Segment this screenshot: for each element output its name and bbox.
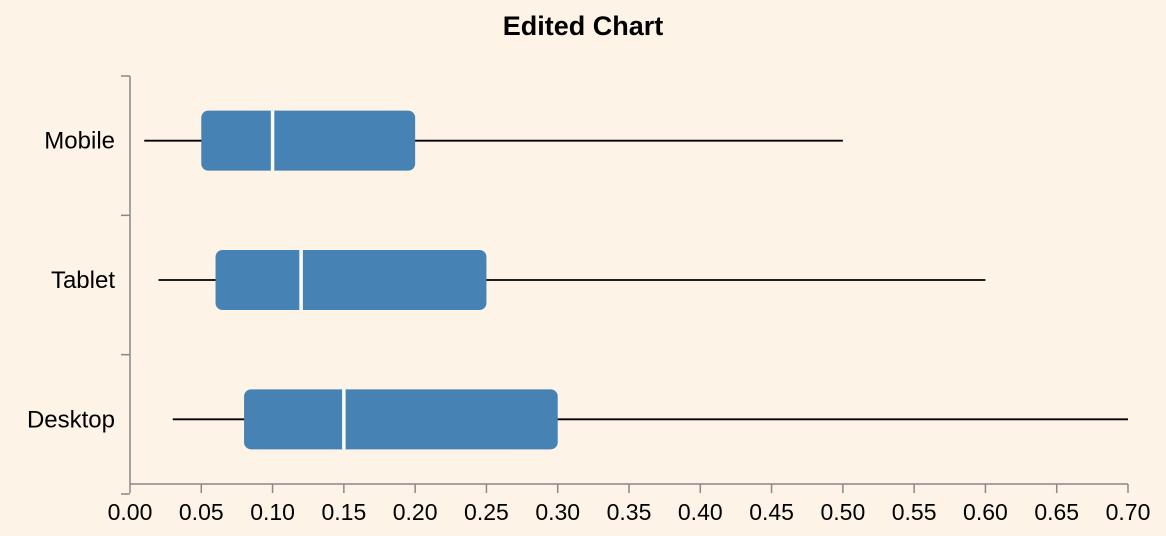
category-label: Tablet bbox=[51, 267, 115, 294]
x-tick-label: 0.45 bbox=[749, 499, 794, 525]
category-label: Mobile bbox=[44, 128, 115, 155]
x-tick-label: 0.10 bbox=[250, 499, 295, 525]
x-tick-label: 0.40 bbox=[678, 499, 723, 525]
x-tick-label: 0.20 bbox=[393, 499, 438, 525]
box-plots: Mobile Tablet Desktop bbox=[27, 110, 1128, 450]
x-tick-label: 0.05 bbox=[179, 499, 224, 525]
x-tick-label: 0.55 bbox=[892, 499, 937, 525]
iqr-box bbox=[244, 389, 558, 450]
chart-title: Edited Chart bbox=[503, 11, 664, 41]
box-group-mobile: Mobile bbox=[44, 110, 843, 171]
x-tick-label: 0.35 bbox=[607, 499, 652, 525]
axes: 0.00 0.05 0.10 0.15 0.20 0.25 0.30 0.35 0.40 0.45… bbox=[108, 75, 1151, 525]
category-label: Desktop bbox=[27, 406, 115, 433]
x-tick-label: 0.25 bbox=[464, 499, 509, 525]
iqr-box bbox=[201, 110, 416, 171]
x-tick-label: 0.15 bbox=[321, 499, 366, 525]
box-group-desktop: Desktop bbox=[27, 389, 1128, 450]
box-group-tablet: Tablet bbox=[51, 250, 986, 310]
x-tick-label: 0.70 bbox=[1106, 499, 1151, 525]
x-tick-label: 0.00 bbox=[108, 499, 153, 525]
x-tick-label: 0.60 bbox=[963, 499, 1008, 525]
x-tick-label: 0.50 bbox=[820, 499, 865, 525]
iqr-box bbox=[215, 250, 487, 310]
x-tick-label: 0.30 bbox=[535, 499, 580, 525]
x-tick-label: 0.65 bbox=[1034, 499, 1079, 525]
